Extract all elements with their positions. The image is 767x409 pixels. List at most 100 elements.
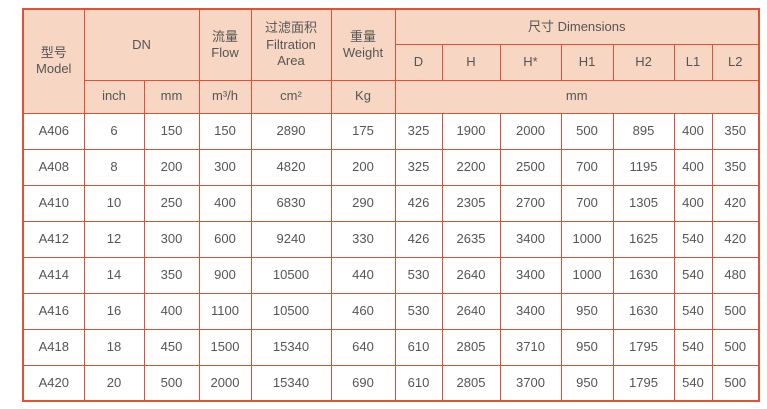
cell-weight: 200 — [330, 148, 396, 186]
cell-l1: 400 — [673, 184, 713, 222]
cell-weight: 290 — [330, 184, 396, 222]
cell-flow: 300 — [198, 148, 252, 186]
cell-h2: 1195 — [612, 148, 675, 186]
cell-dn-mm: 500 — [143, 364, 200, 402]
table-row: A414 14 350 900 10500 440 530 2640 3400 1000 1630 5… — [22, 256, 760, 294]
header-model: 型号 Model — [22, 8, 85, 114]
table-row: A412 12 300 600 9240 330 426 2635 3400 1000 1625 54… — [22, 220, 760, 258]
cell-l1: 540 — [673, 364, 713, 402]
cell-filtration-area: 15340 — [250, 364, 332, 402]
cell-filtration-area: 10500 — [250, 292, 332, 330]
cell-h1: 700 — [560, 184, 614, 222]
cell-weight: 175 — [330, 112, 396, 150]
cell-flow: 2000 — [198, 364, 252, 402]
cell-dn-inch: 12 — [83, 220, 145, 258]
cell-l1: 400 — [673, 148, 713, 186]
table-row: A418 18 450 1500 15340 640 610 2805 3710 950 1795 5… — [22, 328, 760, 366]
table-row: A406 6 150 150 2890 175 325 1900 2000 500 895 400 35… — [22, 112, 760, 150]
cell-d: 530 — [394, 292, 443, 330]
cell-weight: 330 — [330, 220, 396, 258]
cell-h-star: 3400 — [499, 220, 562, 258]
cell-d: 530 — [394, 256, 443, 294]
cell-h: 2805 — [441, 364, 501, 402]
cell-filtration-area: 6830 — [250, 184, 332, 222]
cell-h: 2200 — [441, 148, 501, 186]
cell-h-star: 2000 — [499, 112, 562, 150]
cell-l2: 500 — [711, 328, 760, 366]
cell-model: A410 — [22, 184, 85, 222]
cell-dn-mm: 350 — [143, 256, 200, 294]
table-row: A408 8 200 300 4820 200 325 2200 2500 700 1195 400 3… — [22, 148, 760, 186]
cell-filtration-area: 2890 — [250, 112, 332, 150]
cell-l2: 480 — [711, 256, 760, 294]
cell-h1: 500 — [560, 112, 614, 150]
cell-h2: 1625 — [612, 220, 675, 258]
table-row: A420 20 500 2000 15340 690 610 2805 3700 950 1795 5… — [22, 364, 760, 402]
table-header: 型号 Model DN 流量 Flow 过滤面积 Filtration Area… — [22, 8, 760, 114]
cell-dn-mm: 250 — [143, 184, 200, 222]
unit-flow: m³/h — [198, 79, 252, 114]
header-weight: 重量 Weight — [330, 8, 396, 81]
unit-filtration-area: cm² — [250, 79, 332, 114]
cell-h2: 1305 — [612, 184, 675, 222]
cell-h: 2805 — [441, 328, 501, 366]
cell-h2: 1630 — [612, 256, 675, 294]
cell-dn-inch: 18 — [83, 328, 145, 366]
cell-h1: 950 — [560, 292, 614, 330]
cell-l2: 420 — [711, 220, 760, 258]
cell-model: A414 — [22, 256, 85, 294]
table-body: A406 6 150 150 2890 175 325 1900 2000 500 895 400 35… — [22, 112, 760, 402]
cell-dn-mm: 300 — [143, 220, 200, 258]
cell-h-star: 3700 — [499, 364, 562, 402]
cell-d: 610 — [394, 328, 443, 366]
header-flow: 流量 Flow — [198, 8, 252, 81]
table-row: A410 10 250 400 6830 290 426 2305 2700 700 1305 400… — [22, 184, 760, 222]
cell-flow: 400 — [198, 184, 252, 222]
cell-h1: 700 — [560, 148, 614, 186]
unit-dn-mm: mm — [143, 79, 200, 114]
cell-h: 2635 — [441, 220, 501, 258]
cell-filtration-area: 10500 — [250, 256, 332, 294]
cell-filtration-area: 4820 — [250, 148, 332, 186]
cell-l2: 350 — [711, 112, 760, 150]
cell-model: A418 — [22, 328, 85, 366]
cell-dn-inch: 10 — [83, 184, 145, 222]
header-dim-h-star: H* — [499, 43, 562, 81]
cell-l1: 400 — [673, 112, 713, 150]
header-dim-h2: H2 — [612, 43, 675, 81]
cell-l1: 540 — [673, 292, 713, 330]
cell-h2: 1630 — [612, 292, 675, 330]
cell-h: 1900 — [441, 112, 501, 150]
cell-dn-inch: 14 — [83, 256, 145, 294]
cell-h-star: 2700 — [499, 184, 562, 222]
cell-flow: 1500 — [198, 328, 252, 366]
cell-dn-mm: 200 — [143, 148, 200, 186]
cell-h: 2640 — [441, 292, 501, 330]
cell-h: 2640 — [441, 256, 501, 294]
specification-table: 型号 Model DN 流量 Flow 过滤面积 Filtration Area… — [22, 8, 760, 402]
cell-dn-mm: 450 — [143, 328, 200, 366]
cell-flow: 1100 — [198, 292, 252, 330]
cell-d: 426 — [394, 220, 443, 258]
cell-model: A408 — [22, 148, 85, 186]
cell-d: 610 — [394, 364, 443, 402]
cell-d: 426 — [394, 184, 443, 222]
cell-model: A416 — [22, 292, 85, 330]
header-dim-l2: L2 — [711, 43, 760, 81]
header-dim-d: D — [394, 43, 443, 81]
cell-h2: 1795 — [612, 328, 675, 366]
cell-h-star: 3400 — [499, 292, 562, 330]
cell-weight: 640 — [330, 328, 396, 366]
header-dim-l1: L1 — [673, 43, 713, 81]
cell-weight: 440 — [330, 256, 396, 294]
cell-dn-inch: 16 — [83, 292, 145, 330]
cell-h: 2305 — [441, 184, 501, 222]
cell-l1: 540 — [673, 220, 713, 258]
cell-model: A412 — [22, 220, 85, 258]
cell-h-star: 3400 — [499, 256, 562, 294]
unit-dn-inch: inch — [83, 79, 145, 114]
cell-l1: 540 — [673, 328, 713, 366]
header-dim-h1: H1 — [560, 43, 614, 81]
cell-l2: 350 — [711, 148, 760, 186]
